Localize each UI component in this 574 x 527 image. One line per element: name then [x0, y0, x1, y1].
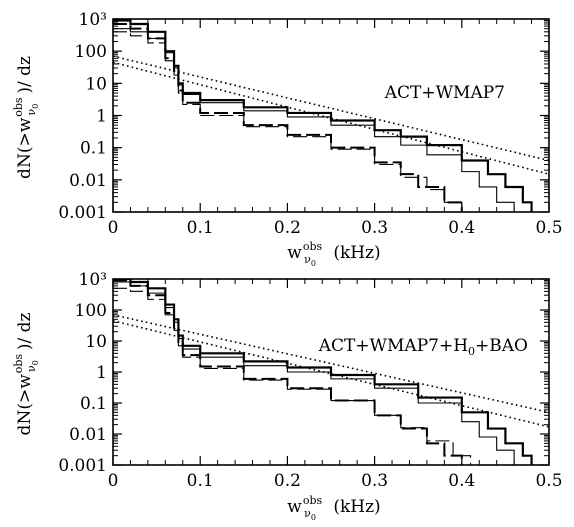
- x-tick-label: 0.3: [361, 218, 388, 238]
- panel-annotation: ACT+WMAP7: [384, 83, 505, 103]
- x-tick-label: 0.5: [535, 471, 562, 491]
- y-tick-label: 0.1: [80, 394, 107, 414]
- y-tick-label: 0.01: [69, 171, 107, 191]
- y-tick-label: 1: [96, 363, 107, 383]
- x-tick-label: 0.5: [535, 218, 562, 238]
- x-tick-label: 0.2: [274, 218, 301, 238]
- series-line-thick-dashed: [113, 279, 463, 465]
- x-axis-label: wobs ν0 (kHz): [287, 494, 380, 522]
- x-tick-label: 0: [108, 218, 119, 238]
- y-tick-label: 0.1: [80, 139, 107, 159]
- x-tick-label: 0.3: [361, 471, 388, 491]
- series-line-thin-dashed: [113, 31, 463, 212]
- y-tick-label: 0.01: [69, 425, 107, 445]
- y-tick-label: 10: [85, 332, 107, 352]
- y-tick-label: 1: [96, 107, 107, 127]
- panel-annotation: ACT+WMAP7+H0+BAO: [318, 336, 528, 358]
- x-tick-label: 0.2: [274, 471, 301, 491]
- x-tick-label: 0.4: [448, 471, 475, 491]
- y-tick-label: 10³: [79, 270, 107, 290]
- x-tick-label: 0.1: [187, 471, 214, 491]
- y-tick-label: 100: [75, 301, 107, 321]
- top-panel: 0 0.1 0.2 0.3 0.4 0.5 0.001 0.01 0.1 1 10 100 10³ ACT…: [12, 10, 563, 268]
- series-line-thin-dashed: [113, 287, 472, 465]
- y-axis-label: dN(>wobsν0)/ dz: [12, 56, 40, 179]
- series-line-dotted: [113, 61, 549, 175]
- y-tick-label: 0.001: [58, 456, 107, 476]
- series-group: [113, 279, 549, 465]
- series-line-thick: [113, 19, 533, 212]
- series-line-thick: [113, 279, 533, 465]
- series-line-thick-dashed: [113, 22, 463, 212]
- y-tick-label: 100: [75, 42, 107, 62]
- bottom-panel: 0 0.1 0.2 0.3 0.4 0.5 0.001 0.01 0.1 1 10 100 10³ ACT…: [12, 270, 563, 522]
- y-axis-label: dN(>wobsν0)/ dz: [12, 313, 40, 436]
- x-axis-label: wobs ν0 (kHz): [287, 240, 380, 268]
- y-tick-label: 10³: [79, 10, 107, 30]
- y-tick-label: 10: [85, 74, 107, 94]
- series-group: [113, 19, 549, 212]
- x-tick-label: 0.1: [187, 218, 214, 238]
- y-tick-label: 0.001: [58, 203, 107, 223]
- x-tick-label: 0: [108, 471, 119, 491]
- x-tick-label: 0.4: [448, 218, 475, 238]
